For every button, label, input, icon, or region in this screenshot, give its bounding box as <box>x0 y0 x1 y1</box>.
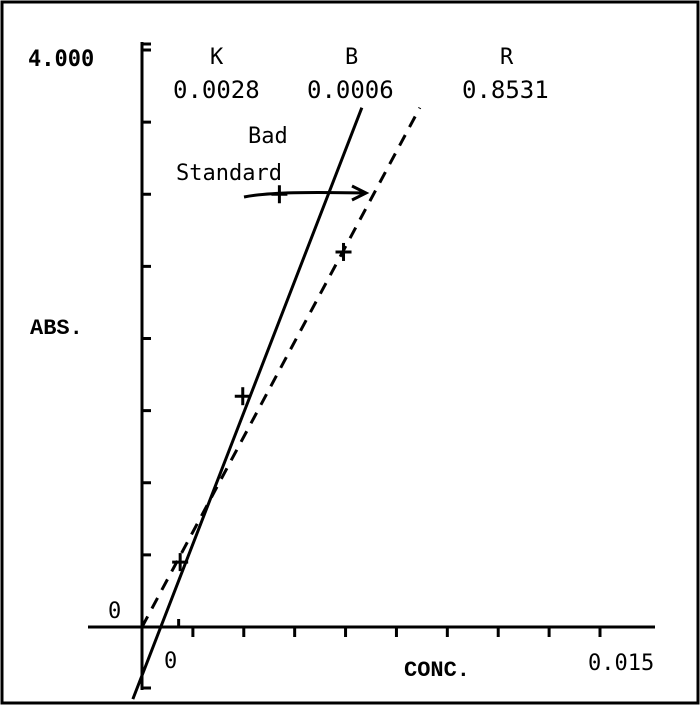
stat-header-b: B <box>345 45 358 70</box>
stat-value-k: 0.0028 <box>173 76 260 104</box>
data-point <box>172 553 189 572</box>
fit-line-dashed <box>140 106 422 628</box>
data-point <box>234 387 251 406</box>
annotation-arrow <box>243 190 366 199</box>
stat-header-k: K <box>210 45 224 70</box>
data-point <box>335 242 352 261</box>
axis-ticks <box>142 48 602 637</box>
annotation-line-1: Bad <box>248 124 288 149</box>
axes <box>88 42 655 690</box>
y-axis-label: ABS. <box>30 316 83 341</box>
fit-line-solid <box>131 107 364 700</box>
x-tick-label-min: 0 <box>164 649 177 674</box>
stat-header-r: R <box>500 45 514 70</box>
x-axis-label: CONC. <box>404 658 470 683</box>
x-tick-label-max: 0.015 <box>588 651 654 676</box>
y-tick-label-min: 0 <box>108 599 121 624</box>
fit-lines <box>131 106 422 700</box>
stat-value-r: 0.8531 <box>462 76 549 104</box>
y-tick-label-max: 4.000 <box>28 47 94 72</box>
data-points <box>172 185 352 572</box>
stat-value-b: 0.0006 <box>307 76 394 104</box>
annotation-line-2: Standard <box>176 161 282 186</box>
data-point-bad-standard <box>271 185 288 204</box>
annotation-arrow-head <box>351 184 370 202</box>
